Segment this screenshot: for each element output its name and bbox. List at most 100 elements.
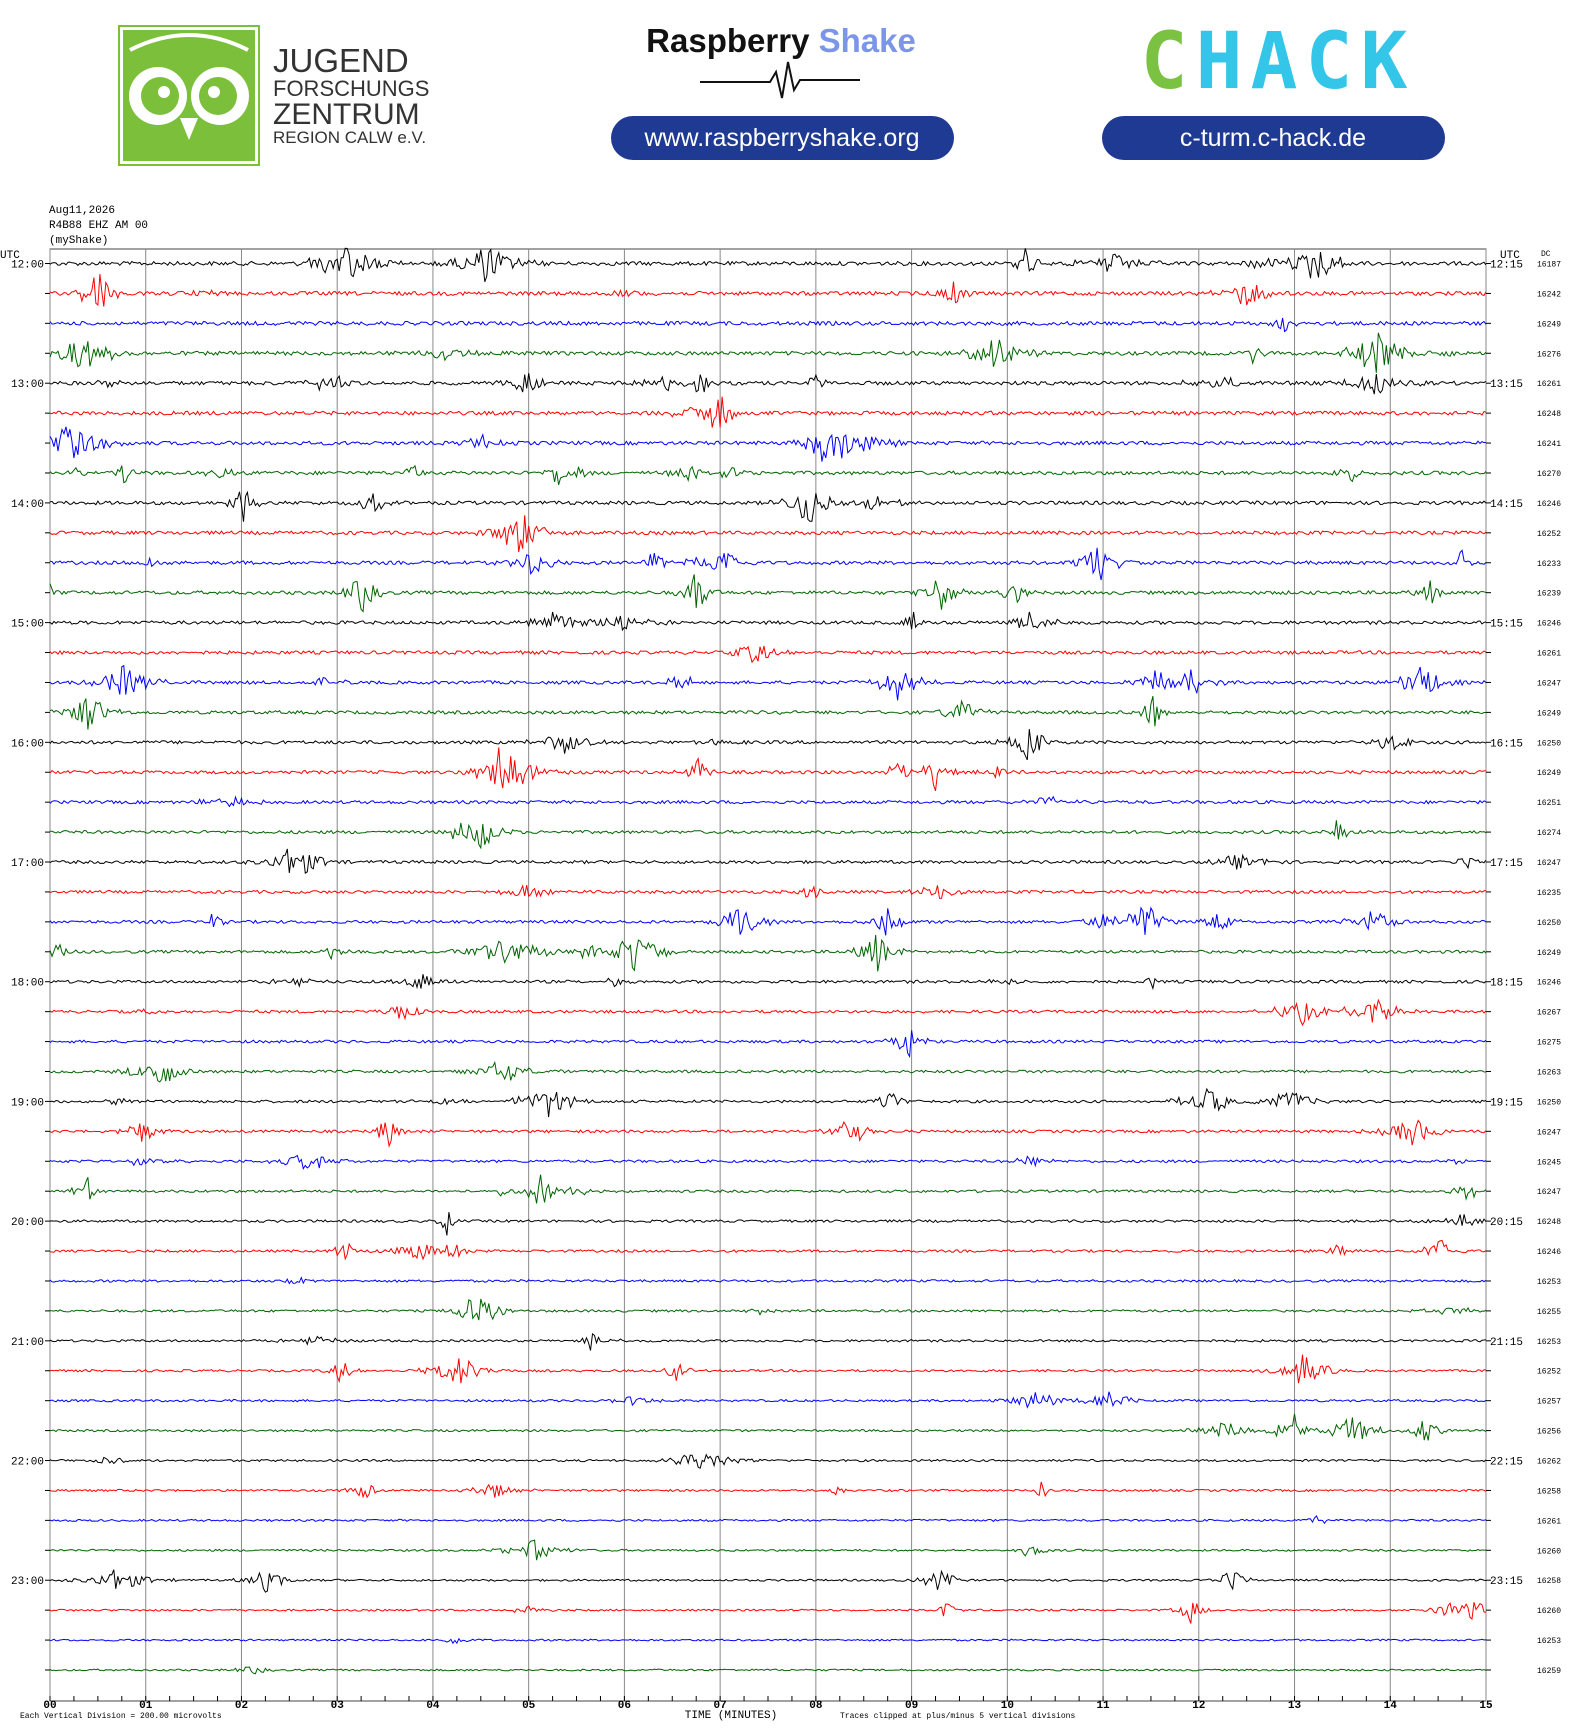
x-tick-label: 12 [1192, 1700, 1205, 1712]
dc-value: 16259 [1537, 1667, 1561, 1676]
jfz-text: JUGEND [273, 42, 409, 79]
dc-value: 16249 [1537, 769, 1561, 778]
left-unit: UTC [0, 250, 20, 262]
footer-right: Traces clipped at plus/minus 5 vertical … [840, 1712, 1075, 1721]
dc-value: 16246 [1537, 1248, 1561, 1257]
trace [49, 906, 1487, 936]
dc-value: 16261 [1537, 380, 1561, 389]
trace [49, 1239, 1487, 1261]
trace [49, 332, 1487, 373]
rs-pill[interactable] [611, 116, 954, 160]
dc-value: 16246 [1537, 500, 1561, 509]
trace [49, 515, 1487, 553]
row-label-left: 20:00 [11, 1217, 44, 1229]
dc-value: 16253 [1537, 1637, 1561, 1646]
dc-value: 16246 [1537, 620, 1561, 629]
x-axis-label: TIME (MINUTES) [685, 1710, 777, 1722]
dc-value: 16253 [1537, 1278, 1561, 1287]
x-tick-label: 14 [1384, 1700, 1398, 1712]
jfz-text: ZENTRUM [273, 98, 420, 131]
trace [49, 1298, 1487, 1321]
dc-value: 16247 [1537, 859, 1561, 868]
trace [49, 1569, 1487, 1593]
rs-raspberry: Raspberry [646, 22, 810, 59]
trace [49, 1601, 1487, 1624]
dc-value: 16250 [1537, 1098, 1561, 1107]
trace [49, 317, 1487, 333]
dc-value: 16276 [1537, 350, 1561, 359]
dc-value: 16253 [1537, 1338, 1561, 1347]
jfz-text: REGION CALW e.V. [273, 128, 426, 147]
trace [49, 795, 1487, 808]
trace [49, 1332, 1487, 1351]
dc-value: 16246 [1537, 979, 1561, 988]
x-tick-label: 13 [1288, 1700, 1302, 1712]
dc-value: 16241 [1537, 440, 1561, 449]
row-label-left: 21:00 [11, 1337, 44, 1349]
row-label-right: 17:15 [1490, 858, 1523, 870]
chack-url[interactable]: c-turm.c-hack.de [1180, 124, 1366, 152]
row-label-left: 14:00 [11, 499, 44, 511]
chack-logo: CHACK [1141, 17, 1416, 107]
trace [49, 426, 1487, 462]
row-label-left: 18:00 [11, 978, 44, 990]
row-label-left: 19:00 [11, 1097, 44, 1109]
dc-value: 16239 [1537, 590, 1561, 599]
trace [49, 1539, 1487, 1561]
row-label-right: 14:15 [1490, 499, 1523, 511]
dc-value: 16260 [1537, 1607, 1561, 1616]
trace [49, 1030, 1487, 1059]
x-tick-label: 11 [1096, 1700, 1110, 1712]
station: R4B88 EHZ AM 00 [49, 220, 148, 232]
chack-pill[interactable] [1102, 116, 1445, 160]
trace [49, 1481, 1487, 1499]
trace [49, 974, 1487, 991]
dc-value: 16249 [1537, 320, 1561, 329]
row-label-left: 17:00 [11, 858, 44, 870]
dc-value: 16250 [1537, 919, 1561, 928]
dc-value: 16258 [1537, 1487, 1561, 1496]
dc-value: 16256 [1537, 1428, 1561, 1437]
trace [49, 396, 1487, 428]
row-label-left: 23:00 [11, 1576, 44, 1588]
dc-value: 16233 [1537, 560, 1561, 569]
dc-value: 16274 [1537, 829, 1561, 838]
row-label-left: 15:00 [11, 619, 44, 631]
row-label-right: 13:15 [1490, 379, 1523, 391]
trace [49, 1453, 1487, 1469]
right-unit: UTC [1500, 250, 1520, 262]
row-label-left: 13:00 [11, 379, 44, 391]
chack-c: C [1141, 17, 1196, 107]
trace [49, 1391, 1487, 1409]
date: Aug11,2026 [49, 205, 115, 217]
x-tick-label: 07 [714, 1700, 727, 1712]
dc-value: 16247 [1537, 679, 1561, 688]
dc-value: 16263 [1537, 1068, 1561, 1077]
dc-value: 16235 [1537, 889, 1561, 898]
row-label-left: 12:00 [11, 260, 44, 272]
dc-value: 16252 [1537, 530, 1561, 539]
trace [49, 464, 1487, 485]
dc-value: 16261 [1537, 1517, 1561, 1526]
trace [49, 884, 1487, 899]
dc-value: 16249 [1537, 709, 1561, 718]
rs-squiggle [700, 61, 860, 99]
x-tick-label: 02 [235, 1700, 248, 1712]
jfz-logo [118, 25, 260, 166]
dc-value: 16242 [1537, 290, 1561, 299]
x-tick-label: 15 [1479, 1700, 1493, 1712]
row-label-right: 23:15 [1490, 1576, 1523, 1588]
x-tick-label: 00 [43, 1700, 56, 1712]
rs-url[interactable]: www.raspberryshake.org [643, 124, 919, 152]
row-label-right: 21:15 [1490, 1337, 1523, 1349]
dc-value: 16275 [1537, 1039, 1561, 1048]
rs-shake: Shake [819, 22, 916, 59]
trace [49, 247, 1487, 282]
dc-value: 16261 [1537, 650, 1561, 659]
row-label-left: 16:00 [11, 738, 44, 750]
dc-value: 16249 [1537, 949, 1561, 958]
x-tick-label: 04 [426, 1700, 440, 1712]
row-label-right: 19:15 [1490, 1097, 1523, 1109]
trace [49, 274, 1487, 307]
